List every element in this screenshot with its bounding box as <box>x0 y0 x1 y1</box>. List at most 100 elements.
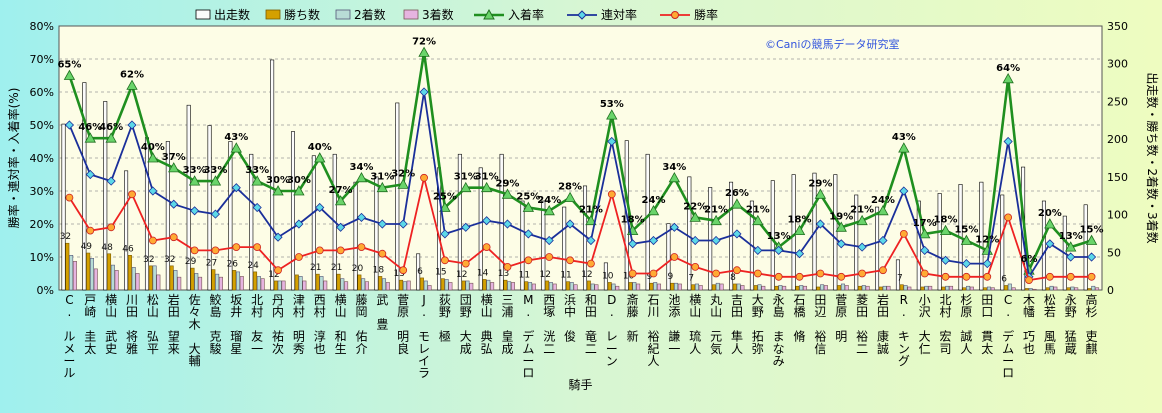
bar-勝ち数 <box>253 271 258 291</box>
y-left-tick-label: 50% <box>30 119 54 132</box>
y-left-tick-label: 30% <box>30 185 54 198</box>
marker-勝率 <box>816 269 825 278</box>
bar-3着数 <box>1053 286 1058 291</box>
bar-勝ち数 <box>1004 285 1009 291</box>
bar-3着数 <box>907 286 912 291</box>
bar-勝ち数 <box>795 285 800 291</box>
bar-出走数 <box>207 125 212 291</box>
line-data-label: 25% <box>516 192 540 203</box>
bar-勝ち数 <box>211 269 216 291</box>
bar-2着数 <box>820 284 825 291</box>
category-label-char: 星 <box>230 342 242 356</box>
category-label-char: 横 <box>335 293 347 307</box>
marker-勝率 <box>628 269 637 278</box>
line-data-label: 37% <box>162 152 186 163</box>
line-data-label: 28% <box>558 182 582 193</box>
y-left-tick-label: 20% <box>30 218 54 231</box>
category-label-char: 琉 <box>689 330 701 344</box>
bar-3着数 <box>385 282 390 291</box>
category-label-char: ン <box>606 354 618 368</box>
category-label-char: 和 <box>335 330 347 344</box>
bar-勝ち数 <box>315 273 320 291</box>
line-data-label: 33% <box>203 165 227 176</box>
bar-2着数 <box>757 284 762 291</box>
y-right-tick-label: 300 <box>1107 58 1128 71</box>
y-left-axis-title: 勝率・連対率・入着率(%) <box>6 88 21 229</box>
bar-data-label: 12 <box>539 270 550 280</box>
bar-出走数 <box>562 206 567 291</box>
bar-2着数 <box>1028 288 1033 291</box>
bar-3着数 <box>344 281 349 291</box>
category-label-char: 裕 <box>814 329 826 344</box>
bar-3着数 <box>719 283 724 291</box>
bar-勝ち数 <box>565 281 570 291</box>
bar-勝ち数 <box>357 274 362 291</box>
marker-連対率 <box>169 199 179 209</box>
bar-出走数 <box>541 200 546 291</box>
marker-連対率 <box>815 219 825 229</box>
line-data-label: 43% <box>892 132 916 143</box>
marker-勝率 <box>753 269 762 278</box>
bar-出走数 <box>937 193 942 291</box>
bar-勝ち数 <box>858 285 863 291</box>
bar-勝ち数 <box>628 282 633 291</box>
marker-連対率 <box>544 235 554 246</box>
category-label-char: 坂 <box>230 293 242 307</box>
bar-勝ち数 <box>482 279 487 291</box>
category-label-char: 弥 <box>752 341 764 356</box>
line-data-label: 17% <box>913 218 937 229</box>
marker-入着率 <box>334 195 347 206</box>
bar-出走数 <box>311 155 316 291</box>
bar-勝ち数 <box>399 279 404 291</box>
marker-連対率 <box>774 245 784 255</box>
bar-出走数 <box>416 253 421 291</box>
bar-3着数 <box>1095 287 1100 291</box>
bar-data-label: 29 <box>185 257 197 267</box>
bar-2着数 <box>340 278 345 291</box>
bar-出走数 <box>353 181 358 291</box>
category-label-char: 二 <box>585 342 597 356</box>
marker-連対率 <box>294 219 304 229</box>
category-label-char: 永 <box>773 293 785 307</box>
marker-連対率 <box>148 186 158 196</box>
line-data-label: 22% <box>683 201 707 212</box>
legend-swatch <box>335 9 351 20</box>
line-data-label: 24% <box>537 195 561 206</box>
marker-連対率 <box>648 235 659 246</box>
bar-勝ち数 <box>545 280 550 291</box>
marker-入着率 <box>418 46 430 57</box>
marker-入着率 <box>814 188 827 199</box>
bar-2着数 <box>173 270 178 291</box>
category-label-char: 一 <box>251 342 263 356</box>
marker-勝率 <box>670 253 679 261</box>
marker-入着率 <box>585 214 597 226</box>
category-label-char: 馬 <box>1044 342 1056 356</box>
category-label-char: 秀 <box>293 342 305 356</box>
category-label-char: 洸 <box>543 330 555 344</box>
bar-3着数 <box>552 283 557 291</box>
marker-連対率 <box>607 136 617 147</box>
marker-連対率 <box>419 87 429 97</box>
marker-連対率 <box>690 235 700 246</box>
marker-勝率 <box>962 272 971 281</box>
marker-入着率 <box>564 191 576 203</box>
category-label-char: モ <box>418 330 430 344</box>
marker-勝率 <box>587 259 595 268</box>
bar-data-label: 9 <box>668 272 674 282</box>
category-label-char: 横 <box>105 293 117 307</box>
legend-swatch <box>265 9 281 20</box>
bar-3着数 <box>323 280 328 291</box>
bar-data-label: 6 <box>1001 274 1007 284</box>
bar-勝ち数 <box>86 252 91 291</box>
bar-2着数 <box>611 283 616 291</box>
category-label-char: 山 <box>335 305 347 319</box>
